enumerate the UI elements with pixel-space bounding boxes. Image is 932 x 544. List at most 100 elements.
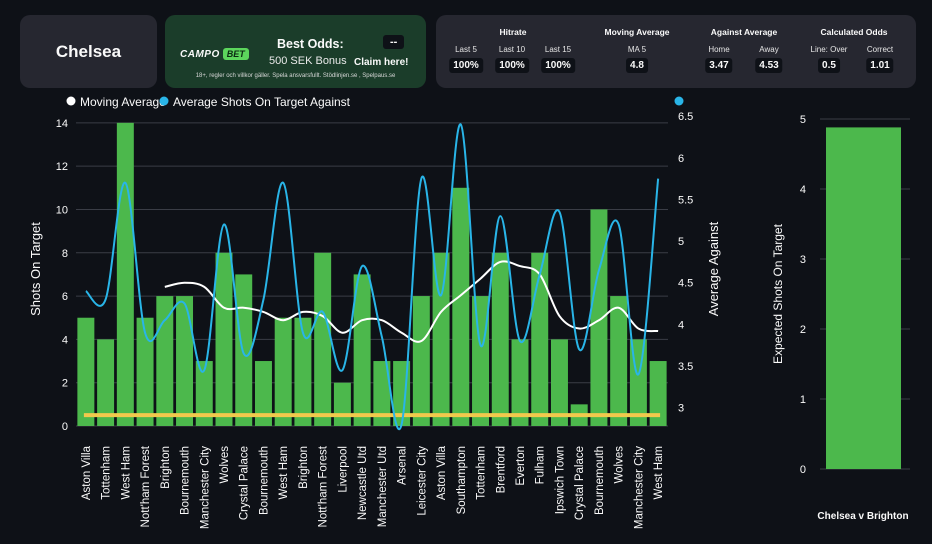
x-tick-label: Newcastle Utd	[357, 446, 369, 520]
hitrate-title: Hitrate	[499, 27, 527, 37]
bar	[531, 252, 549, 426]
y-axis-title: Shots On Target	[28, 222, 43, 316]
legend-label-against: Average Shots On Target Against	[173, 95, 351, 109]
against-away-label: Away	[759, 45, 779, 54]
ma5-label: MA 5	[627, 45, 647, 54]
legend-label-moving-average: Moving Average	[80, 95, 166, 109]
calculated-odds-title: Calculated Odds	[820, 27, 888, 37]
y2-axis-title: Average Against	[706, 221, 721, 316]
line-over-label: Line: Over	[810, 45, 848, 54]
x-tick-label: Bournemouth	[180, 446, 192, 515]
x-tick-label: West Ham	[653, 446, 665, 499]
hitrate-last10-value: 100%	[495, 58, 529, 73]
bar	[156, 296, 174, 426]
bar	[77, 317, 95, 426]
y-tick-label: 12	[56, 161, 68, 173]
y-tick-label: 14	[56, 118, 68, 130]
x-tick-label: Leicester City	[416, 446, 428, 516]
x-tick-label: West Ham	[278, 446, 290, 499]
stats-card: Hitrate Last 5 100% Last 10 100% Last 15…	[436, 15, 916, 88]
x-tick-label: Brighton	[298, 446, 310, 489]
y2-tick-label: 5.5	[678, 194, 693, 206]
exp-y-tick-label: 2	[800, 324, 806, 336]
x-tick-label: Everton	[515, 446, 527, 486]
exp-y-tick-label: 3	[800, 254, 806, 266]
bar	[432, 252, 450, 426]
x-tick-label: Nott'ham Forest	[318, 445, 330, 527]
against-away-value: 4.53	[755, 58, 783, 73]
x-tick-label: Manchester Utd	[377, 446, 389, 527]
bar	[610, 296, 628, 426]
bar	[97, 339, 115, 426]
x-tick-label: Aston Villa	[81, 445, 93, 500]
x-tick-label: Crystal Palace	[239, 446, 251, 520]
bar	[373, 361, 391, 426]
y-tick-label: 10	[56, 204, 68, 216]
legend-marker-against	[159, 96, 169, 106]
bar	[353, 274, 371, 426]
y2-tick-label: 6	[678, 153, 684, 165]
x-tick-label: Nott'ham Forest	[140, 445, 152, 527]
moving-average-line	[164, 260, 659, 343]
against-average-title: Against Average	[710, 27, 778, 37]
hitrate-last5-label: Last 5	[455, 45, 477, 54]
bar	[136, 317, 154, 426]
hitrate-last5-value: 100%	[449, 58, 483, 73]
exp-y-tick-label: 4	[800, 184, 806, 196]
exp-x-tick-label: Chelsea v Brighton	[817, 511, 908, 522]
legend-marker-moving-average	[66, 96, 76, 106]
logo-text-campo: CAMPO	[180, 48, 220, 60]
bar	[254, 361, 272, 426]
team-card: Chelsea	[20, 15, 157, 88]
x-tick-label: Tottenham	[476, 446, 488, 500]
campobet-logo: CAMPO BET	[180, 48, 249, 60]
bar	[511, 339, 529, 426]
y-tick-label: 6	[62, 291, 68, 303]
y-tick-label: 8	[62, 248, 68, 260]
expected-bar	[826, 127, 901, 470]
exp-y-tick-label: 1	[800, 394, 806, 406]
x-tick-label: Liverpool	[337, 446, 349, 493]
bar	[590, 209, 608, 426]
against-average-line	[85, 123, 660, 430]
x-tick-label: Southampton	[456, 446, 468, 514]
exp-y-tick-label: 0	[800, 464, 806, 476]
legend-marker-right	[674, 96, 684, 106]
team-name: Chelsea	[55, 41, 122, 61]
hitrate-last10-label: Last 10	[498, 45, 526, 54]
x-tick-label: Arsenal	[397, 446, 409, 485]
bar	[550, 339, 568, 426]
moving-average-title: Moving Average	[604, 27, 670, 37]
y2-tick-label: 3	[678, 403, 684, 415]
bar	[176, 296, 194, 426]
claim-link[interactable]: Claim here!	[354, 57, 409, 68]
hitrate-last15-label: Last 15	[544, 45, 572, 54]
promo-card[interactable]: CAMPO BET Best Odds: -- 500 SEK Bonus Cl…	[165, 15, 426, 88]
bar	[116, 122, 134, 427]
bar	[215, 252, 233, 426]
line-over-value: 0.5	[818, 58, 840, 73]
against-home-label: Home	[708, 45, 730, 54]
y2-tick-label: 6.5	[678, 111, 693, 123]
logo-text-bet: BET	[222, 48, 249, 60]
y2-tick-label: 4.5	[678, 278, 693, 290]
x-tick-label: Crystal Palace	[574, 446, 586, 520]
x-tick-label: Manchester City	[633, 446, 645, 529]
against-home-value: 3.47	[705, 58, 733, 73]
bar	[314, 252, 332, 426]
y-tick-label: 0	[62, 421, 68, 433]
best-odds-title: Best Odds:	[277, 37, 344, 51]
x-tick-label: Brentford	[495, 446, 507, 493]
y-tick-label: 2	[62, 378, 68, 390]
bar	[333, 382, 351, 426]
correct-value: 1.01	[866, 58, 894, 73]
bar	[235, 274, 253, 426]
x-tick-label: West Ham	[120, 446, 132, 499]
y2-tick-label: 3.5	[678, 361, 693, 373]
bar	[274, 317, 292, 426]
x-tick-label: Fulham	[535, 446, 547, 484]
bonus-text: 500 SEK Bonus	[269, 55, 347, 67]
bar	[294, 317, 312, 426]
bar	[491, 252, 509, 426]
